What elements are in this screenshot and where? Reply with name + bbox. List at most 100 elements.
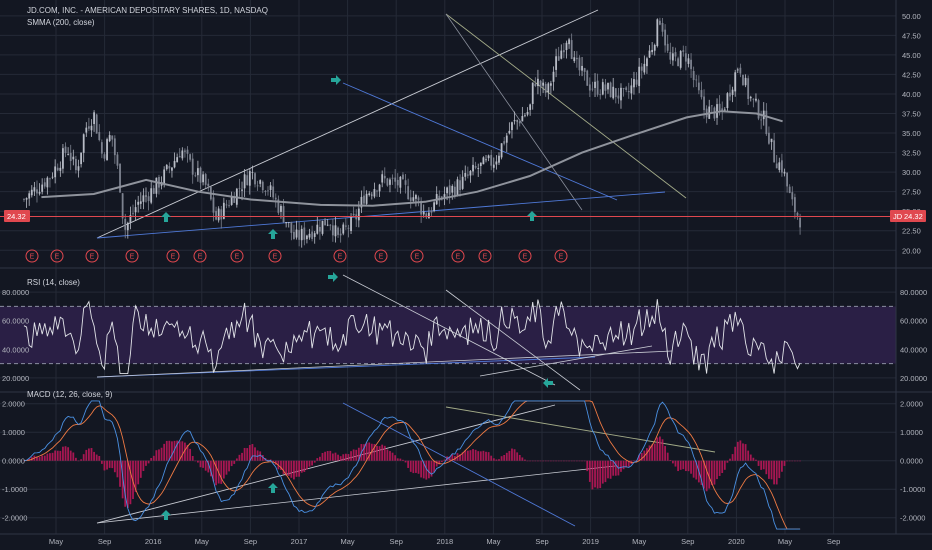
macd-histogram-bar — [736, 441, 739, 461]
candle-body — [28, 193, 31, 199]
candle-body — [264, 190, 267, 192]
macd-histogram-bar — [544, 460, 547, 462]
candle-body — [412, 197, 415, 201]
macd-histogram-bar — [568, 460, 570, 462]
candle-body — [531, 82, 534, 104]
macd-histogram-bar — [734, 446, 737, 461]
macd-histogram-bar — [451, 454, 454, 461]
earnings-marker: E — [85, 249, 99, 263]
x-tick-label: Sep — [827, 537, 840, 546]
macd-histogram-bar — [612, 460, 615, 476]
macd-histogram-bar — [796, 460, 799, 462]
candle-body — [56, 167, 59, 171]
macd-histogram-bar — [116, 460, 119, 478]
candle-body — [469, 170, 472, 176]
candle-body — [295, 229, 298, 238]
macd-histogram-bar — [666, 452, 669, 461]
macd-histogram-bar — [41, 455, 44, 461]
candle-body — [617, 95, 620, 99]
macd-histogram-bar — [466, 450, 469, 461]
candle-body — [633, 79, 635, 88]
macd-histogram-bar — [651, 444, 654, 461]
macd-histogram-bar — [82, 454, 85, 461]
candle-body — [524, 115, 526, 117]
price-tick-label: 45.00 — [902, 51, 921, 60]
macd-histogram-bar — [435, 460, 438, 467]
macd-series — [23, 400, 801, 530]
candle-body — [202, 174, 204, 183]
price-tick-label: 40.00 — [902, 90, 921, 99]
candle-body — [684, 53, 687, 62]
macd-histogram-bar — [212, 460, 215, 482]
macd-histogram-bar — [731, 454, 734, 461]
candle-body — [464, 173, 467, 177]
candle-body — [511, 122, 513, 131]
macd-histogram-bar — [233, 460, 236, 464]
macd-histogram-bar — [357, 447, 360, 461]
macd-histogram-bar — [474, 449, 477, 461]
macd-histogram-bar — [438, 460, 441, 465]
macd-histogram-bar — [570, 460, 573, 462]
macd-histogram-bar — [547, 460, 550, 462]
macd-histogram-bar — [726, 460, 729, 463]
trend-line-price-olive — [445, 13, 687, 199]
macd-tick-label: -1.0000 — [900, 485, 925, 494]
candle-body — [659, 20, 661, 25]
candle-body — [627, 91, 630, 93]
macd-histogram-bar — [461, 452, 464, 461]
macd-tick-label: -2.0000 — [900, 514, 925, 523]
macd-histogram-bar — [228, 460, 230, 472]
rsi-series — [23, 299, 801, 375]
candle-body — [690, 59, 692, 70]
candle-body — [396, 179, 399, 186]
macd-histogram-bar — [674, 460, 677, 467]
price-tick-label: 22.50 — [902, 227, 921, 236]
candle-body — [381, 174, 384, 183]
candle-body — [121, 193, 124, 219]
candle-body — [168, 166, 171, 169]
macd-histogram-bar — [537, 460, 539, 462]
candle-body — [251, 171, 254, 173]
candle-body — [290, 221, 293, 233]
candle-body — [199, 167, 202, 183]
candle-body — [308, 233, 311, 238]
candle-body — [500, 143, 503, 158]
macd-tick-label-left: 1.0000 — [2, 428, 25, 437]
trend-lines — [96, 9, 716, 527]
trend-line-rsi-support — [96, 356, 596, 378]
macd-histogram-bar — [755, 459, 757, 461]
candle-body — [433, 202, 436, 211]
earnings-marker-label: E — [379, 254, 384, 261]
candle-body — [243, 174, 246, 189]
candle-body — [222, 202, 225, 219]
macd-tick-label-left: -2.0000 — [2, 514, 27, 523]
macd-histogram-bar — [687, 460, 690, 472]
candle-body — [516, 120, 519, 122]
price-tag-right: JD 24.32 — [890, 210, 926, 222]
macd-histogram-bar — [225, 460, 228, 475]
earnings-marker: E — [193, 249, 207, 263]
candle-body — [152, 188, 155, 194]
candle-body — [607, 83, 609, 90]
candle-body — [189, 154, 192, 160]
candle-body — [342, 224, 345, 234]
candle-body — [643, 63, 646, 73]
macd-histogram-bar — [204, 460, 207, 471]
macd-histogram-bar — [511, 448, 513, 461]
macd-histogram-bar — [261, 455, 264, 461]
candle-body — [87, 126, 90, 129]
macd-histogram-bar — [38, 457, 41, 461]
macd-histogram-bar — [368, 442, 371, 461]
candle-body — [191, 158, 194, 175]
candle-body — [246, 175, 249, 186]
macd-histogram-bar — [622, 460, 625, 470]
candle-body — [300, 228, 303, 241]
macd-histogram-bar — [248, 445, 251, 461]
candle-body — [181, 150, 184, 159]
price-tick-label: 37.50 — [902, 110, 921, 119]
candle-body — [734, 72, 737, 92]
candle-body — [671, 53, 674, 61]
candle-body — [718, 103, 721, 111]
